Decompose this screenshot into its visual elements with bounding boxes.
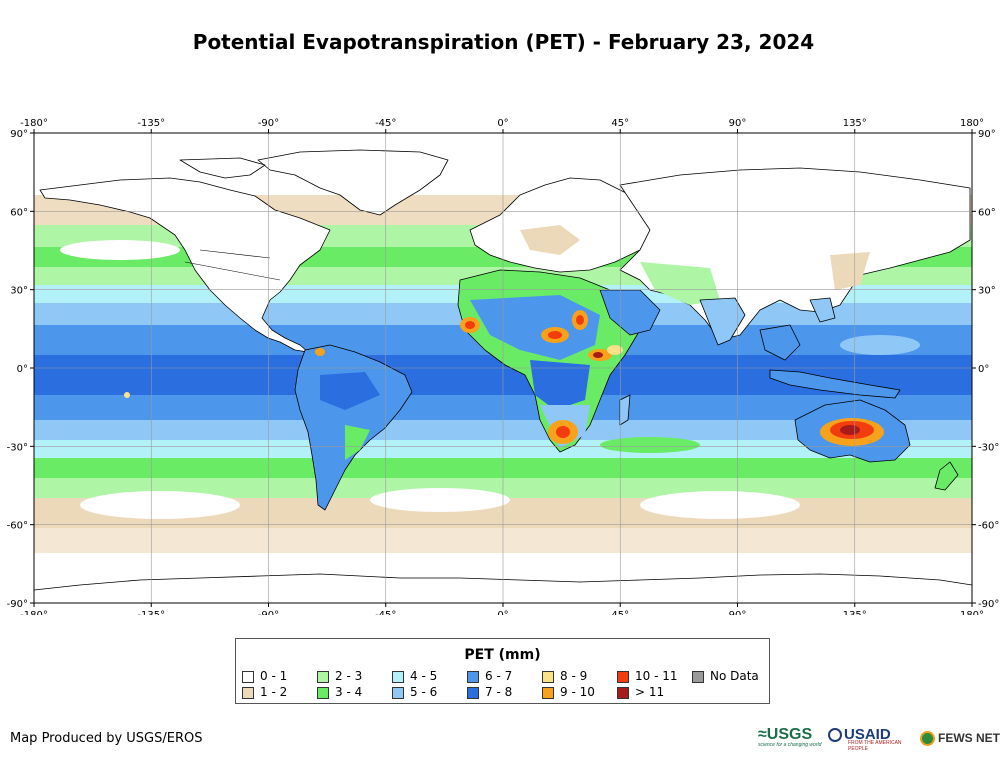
greenland [257, 149, 449, 216]
legend-item: 9 - 10 [542, 686, 595, 700]
pet-map: -180° -180° -135° -135° -90° -90° -45° -45° 0° 0°… [7, 118, 1000, 615]
usaid-seal-icon [828, 728, 842, 743]
legend-item: 2 - 3 [317, 670, 362, 684]
legend-swatch [617, 670, 629, 683]
usgs-logo: ≈USGS science for a changing world [758, 726, 822, 748]
legend-label: 4 - 5 [410, 669, 438, 683]
legend-label: > 11 [635, 685, 665, 699]
legend: PET (mm) 0 - 1 1 - 2 2 - 3 3 - 4 4 - 5 5 - 6 6… [235, 638, 770, 704]
x-tick-label-top: 135° [843, 118, 867, 129]
y-tick-label-left: -30° [7, 442, 28, 453]
x-tick-label-bottom: 135° [843, 610, 867, 615]
y-tick-label-right: 60° [978, 207, 996, 218]
axis-ticks: -180° -180° -135° -135° -90° -90° -45° -45° 0° 0°… [7, 118, 1000, 615]
y-tick-label-left: -60° [7, 521, 28, 532]
y-tick-label-right: -60° [978, 521, 999, 532]
x-tick-label-bottom: 0° [497, 610, 508, 615]
credit-text: Map Produced by USGS/EROS [10, 731, 203, 746]
legend-swatch [242, 670, 254, 683]
legend-swatch [242, 686, 254, 699]
legend-swatch [542, 686, 554, 699]
legend-label: 5 - 6 [410, 685, 438, 699]
x-tick-label-bottom: -180° [20, 610, 48, 615]
legend-item: 8 - 9 [542, 670, 587, 684]
y-tick-label-right: 90° [978, 129, 996, 140]
legend-swatch [467, 670, 479, 683]
y-tick-label-left: 90° [10, 129, 28, 140]
north-america [39, 177, 331, 353]
y-tick-label-right: -30° [978, 442, 999, 453]
legend-swatch [617, 686, 629, 699]
x-tick-label-top: -135° [137, 118, 165, 129]
x-tick-label-top: 45° [611, 118, 629, 129]
map-title: Potential Evapotranspiration (PET) - Feb… [192, 30, 815, 54]
legend-item: > 11 [617, 686, 664, 700]
y-tick-label-right: 0° [978, 364, 989, 375]
y-tick-label-right: 30° [978, 286, 996, 297]
usaid-logo: USAID FROM THE AMERICAN PEOPLE [828, 726, 918, 752]
legend-swatch [392, 686, 404, 699]
globe-icon [920, 731, 935, 747]
x-tick-label-top: -45° [375, 118, 396, 129]
x-tick-label-top: 90° [729, 118, 747, 129]
legend-item: 3 - 4 [317, 686, 362, 700]
legend-label: 8 - 9 [560, 669, 588, 683]
legend-item: 0 - 1 [242, 670, 287, 684]
legend-label: No Data [710, 669, 759, 683]
legend-item: 4 - 5 [392, 670, 437, 684]
x-tick-label-bottom: -135° [137, 610, 165, 615]
legend-item: 10 - 11 [617, 670, 678, 684]
legend-swatch [317, 686, 329, 699]
legend-label: 2 - 3 [335, 669, 363, 683]
legend-item: 6 - 7 [467, 670, 512, 684]
y-tick-label-left: 0° [17, 364, 28, 375]
legend-swatch [317, 670, 329, 683]
legend-label: 6 - 7 [485, 669, 513, 683]
x-tick-label-bottom: -45° [375, 610, 396, 615]
x-tick-label-top: 180° [960, 118, 984, 129]
legend-swatch [692, 670, 704, 683]
y-tick-label-left: -90° [7, 599, 28, 610]
legend-label: 0 - 1 [260, 669, 288, 683]
legend-label: 1 - 2 [260, 685, 288, 699]
legend-label: 10 - 11 [635, 669, 678, 683]
legend-item: No Data [692, 670, 759, 684]
x-tick-label-bottom: 45° [611, 610, 629, 615]
legend-title: PET (mm) [464, 647, 541, 663]
graticule [34, 133, 972, 603]
legend-label: 9 - 10 [560, 685, 595, 699]
partner-logos: ≈USGS science for a changing world USAID… [758, 726, 1003, 754]
x-tick-label-top: -180° [20, 118, 48, 129]
legend-item: 1 - 2 [242, 686, 287, 700]
legend-swatch [392, 670, 404, 683]
y-tick-label-left: 30° [10, 286, 28, 297]
legend-swatch [467, 686, 479, 699]
legend-label: 7 - 8 [485, 685, 513, 699]
x-tick-label-bottom: 180° [960, 610, 984, 615]
fews-net-logo: FEWS NET [920, 731, 1004, 747]
high-pet-hotspots [124, 310, 884, 446]
legend-label: 3 - 4 [335, 685, 363, 699]
x-tick-label-bottom: 90° [729, 610, 747, 615]
legend-item: 7 - 8 [467, 686, 512, 700]
y-tick-label-left: 60° [10, 207, 28, 218]
legend-swatch [542, 670, 554, 683]
x-tick-label-top: 0° [497, 118, 508, 129]
x-tick-label-top: -90° [258, 118, 279, 129]
x-tick-label-bottom: -90° [258, 610, 279, 615]
legend-item: 5 - 6 [392, 686, 437, 700]
y-tick-label-right: -90° [978, 599, 999, 610]
